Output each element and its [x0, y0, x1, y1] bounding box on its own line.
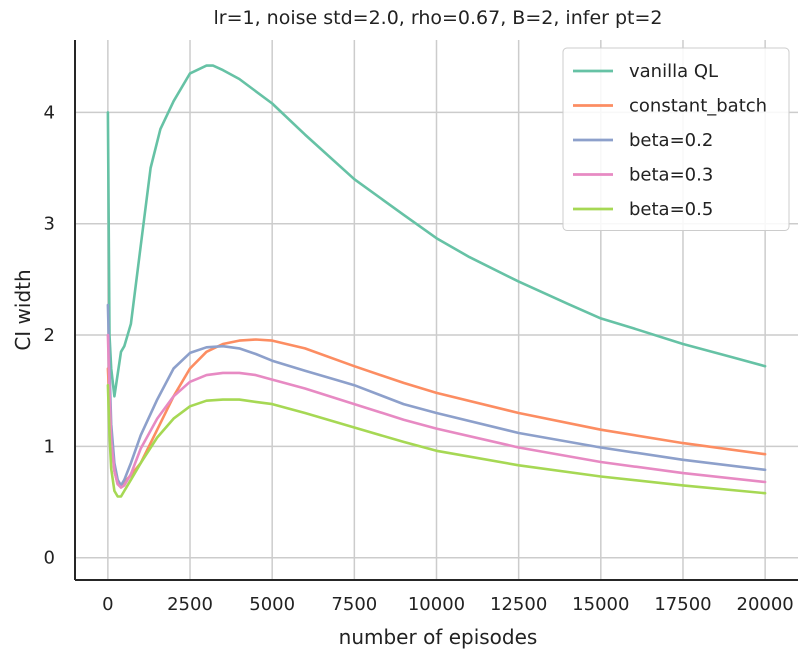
- legend-label: vanilla QL: [629, 61, 718, 82]
- y-tick-label: 1: [44, 436, 55, 457]
- x-axis-label: number of episodes: [339, 625, 538, 649]
- x-tick-label: 0: [102, 594, 113, 615]
- series-line-4: [106, 333, 767, 489]
- series-lines: [106, 64, 767, 498]
- y-tick-label: 4: [44, 102, 55, 123]
- x-tick-label: 20000: [737, 594, 794, 615]
- legend-label: beta=0.5: [629, 199, 713, 220]
- y-axis-label: CI width: [11, 269, 35, 350]
- y-tick-labels: 0 1 2 3 4: [44, 102, 55, 568]
- y-tick-label: 0: [44, 548, 55, 569]
- x-tick-label: 2500: [167, 594, 213, 615]
- series-line-5: [106, 383, 767, 498]
- x-tick-label: 7500: [331, 594, 377, 615]
- y-tick-label: 3: [44, 214, 55, 235]
- x-tick-label: 15000: [572, 594, 629, 615]
- x-tick-label: 10000: [408, 594, 465, 615]
- x-tick-label: 17500: [654, 594, 711, 615]
- legend: vanilla QL constant_batch beta=0.2 beta=0.3…: [562, 47, 790, 231]
- legend-label: beta=0.3: [629, 165, 713, 186]
- x-tick-labels: 0 2500 5000 7500 10000 12500 15000 17500 20000: [102, 594, 794, 615]
- legend-label: beta=0.2: [629, 130, 713, 151]
- legend-label: constant_batch: [629, 96, 767, 117]
- x-tick-label: 5000: [249, 594, 295, 615]
- legend-box: [562, 47, 790, 231]
- axes-frame: [74, 40, 798, 581]
- y-tick-label: 2: [44, 325, 55, 346]
- chart-title: lr=1, noise std=2.0, rho=0.67, B=2, infe…: [213, 7, 662, 29]
- series-line-1: [106, 64, 767, 398]
- x-tick-label: 12500: [490, 594, 547, 615]
